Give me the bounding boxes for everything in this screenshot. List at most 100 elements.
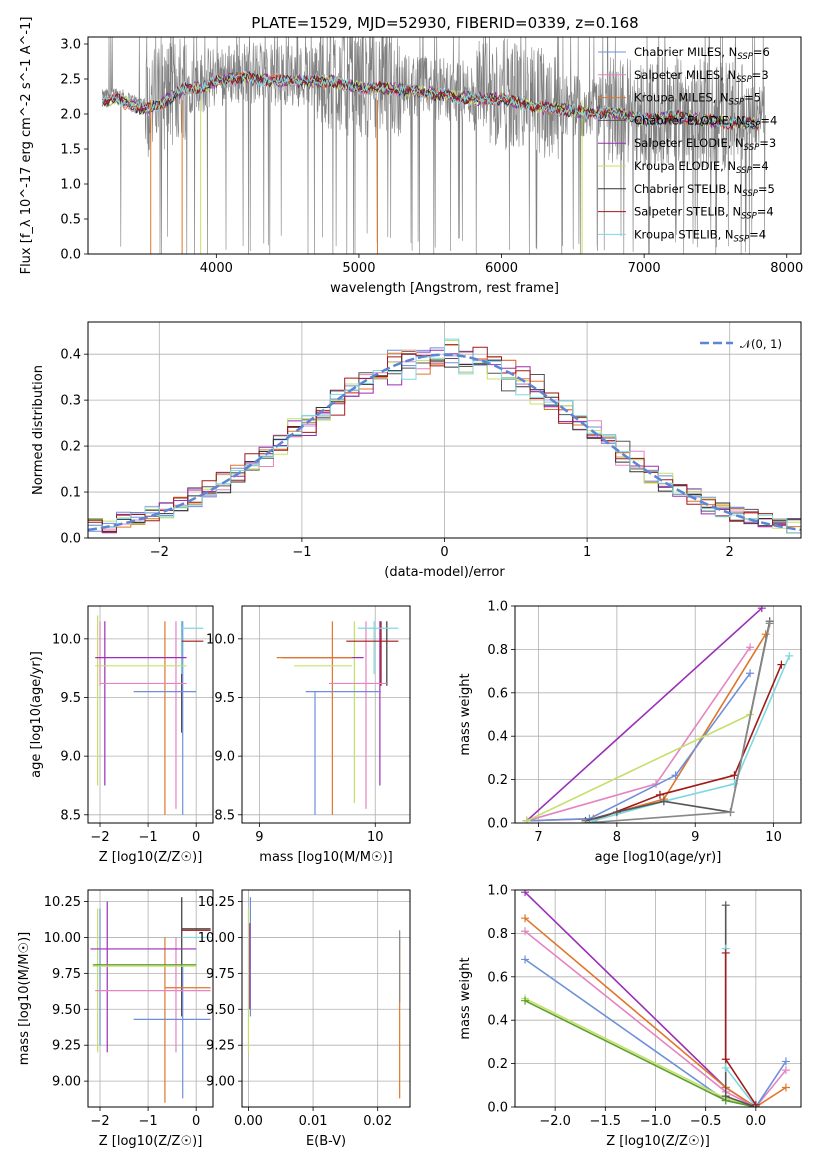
x-tick-label: 2: [726, 545, 734, 560]
x-tick-label: −2.0: [539, 1114, 571, 1129]
x-tick-label: 0.01: [299, 1114, 328, 1129]
legend-subscript: SSP: [734, 234, 750, 244]
x-axis-label: (data-model)/error: [384, 565, 505, 580]
x-tick-label: 8: [613, 830, 621, 845]
spectrum-data-line: [102, 37, 766, 254]
y-tick-label: 8.5: [214, 808, 235, 823]
weight-point-marker: [612, 808, 621, 817]
weight-point-marker: [522, 816, 531, 823]
weight-point-marker: [655, 790, 664, 799]
legend-entry: Kroupa STELIB, NSSP=4: [634, 227, 766, 244]
legend-tail: =5: [758, 182, 775, 196]
axes-frame: [87, 321, 802, 539]
panel-residuals: −2 −1 0 1 2 0.0 0.1 0.2 0.3 0.4 (data-model)/error…: [31, 321, 802, 580]
y-axis-label: mass weight: [458, 957, 473, 1039]
y-tick-label: 10.0: [52, 632, 81, 647]
weight-series-line: [724, 905, 757, 1107]
axes-frame: [87, 605, 214, 824]
y-tick-label: 1.0: [60, 178, 81, 193]
plot-area: [95, 615, 204, 815]
y-tick-label: 0.6: [487, 686, 508, 701]
spectrum-model-line: [101, 71, 759, 131]
x-tick-label: −1: [139, 1114, 158, 1129]
x-tick-label: 7: [534, 830, 542, 845]
x-tick-label: 9: [691, 830, 699, 845]
legend-subscript: SSP: [741, 212, 757, 222]
y-tick-label: 1.0: [487, 884, 508, 899]
axes-frame: [241, 889, 411, 1108]
y-axis-label: Normed distribution: [31, 365, 46, 495]
x-tick-label: 10: [367, 830, 384, 845]
y-tick-label: 9.0: [60, 750, 81, 765]
y-axis-label: Flux [f_λ 10^-17 erg cm^-2 s^-1 A^-1]: [19, 17, 34, 275]
legend-tail: =3: [759, 136, 776, 150]
y-tick-label: 2.5: [60, 73, 81, 88]
plot-area: [276, 621, 399, 815]
x-tick-label: 6000: [485, 261, 518, 276]
plot-area: [522, 606, 794, 823]
y-axis-label: age [log10(age/yr)]: [29, 651, 44, 778]
y-tick-label: 0.0: [487, 1101, 508, 1116]
x-tick-label: 0.0: [745, 1114, 766, 1129]
panel-mass-age: 9 10 8.5 9.0 9.5 10.0 mass [log10(M/M☉)]: [206, 605, 411, 865]
y-tick-label: 9.75: [206, 967, 235, 982]
x-tick-label: 1: [583, 545, 591, 560]
panel-z-weight: −2.0 −1.5 −1.0 −0.5 0.0 0.0 0.2 0.4 0.6 0.8 1.0 Z […: [458, 884, 802, 1149]
plot-area: [90, 897, 211, 1103]
x-tick-label: −1: [139, 830, 158, 845]
y-tick-label: 8.5: [60, 808, 81, 823]
y-tick-label: 0.0: [487, 817, 508, 832]
y-tick-label: 0.1: [60, 486, 81, 501]
y-tick-label: 10.25: [198, 895, 235, 910]
weight-point-marker: [659, 797, 668, 806]
weight-point-marker: [721, 901, 730, 910]
weight-series-line: [585, 623, 771, 823]
y-tick-label: 9.5: [60, 691, 81, 706]
weight-point-marker: [721, 1055, 730, 1064]
y-tick-label: 0.8: [487, 927, 508, 942]
axes-frame: [87, 889, 214, 1108]
weight-point-marker: [730, 771, 739, 780]
weight-point-marker: [746, 669, 755, 678]
y-tick-label: 2.0: [60, 108, 81, 123]
x-tick-label: 8000: [770, 261, 803, 276]
x-axis-label: wavelength [Angstrom, rest frame]: [330, 281, 559, 296]
x-tick-label: 0.00: [234, 1114, 263, 1129]
weight-point-marker: [581, 819, 590, 823]
y-tick-label: 0.2: [487, 1057, 508, 1072]
weight-point-marker: [521, 996, 530, 1005]
legend-tail: =4: [757, 205, 774, 219]
x-tick-label: −0.5: [690, 1114, 722, 1129]
y-tick-label: 0.2: [60, 440, 81, 455]
x-tick-label: 5000: [342, 261, 375, 276]
legend-subscript: SSP: [736, 166, 752, 176]
legend-entry: Salpeter ELODIE, NSSP=3: [634, 136, 776, 153]
weight-series-line: [526, 607, 763, 822]
axes-frame: [87, 36, 802, 255]
y-tick-label: 10.0: [206, 632, 235, 647]
weight-series-line: [524, 891, 757, 1107]
y-tick-label: 9.25: [206, 1039, 235, 1054]
legend-tail: =4: [760, 113, 777, 127]
weight-point-marker: [521, 927, 530, 936]
x-tick-label: −1.0: [640, 1114, 672, 1129]
legend-entry: Chabrier ELODIE, NSSP=4: [634, 113, 777, 130]
x-tick-label: 0.02: [363, 1114, 392, 1129]
weight-point-marker: [785, 651, 794, 660]
weight-point-marker: [726, 808, 735, 817]
y-tick-label: 1.0: [487, 600, 508, 615]
weight-series-line: [593, 655, 790, 822]
y-tick-label: 0.2: [487, 773, 508, 788]
y-tick-label: 9.00: [206, 1075, 235, 1090]
x-axis-label: Z [log10(Z/Z☉)]: [99, 850, 203, 865]
weight-point-marker: [777, 660, 786, 669]
x-axis-label: mass [log10(M/M☉)]: [259, 850, 392, 865]
y-tick-label: 0.4: [487, 730, 508, 745]
y-tick-label: 9.50: [206, 1003, 235, 1018]
weight-point-marker: [671, 771, 680, 780]
y-tick-label: 10.25: [44, 895, 81, 910]
legend-subscript: SSP: [737, 52, 753, 62]
weight-series-line: [526, 672, 751, 822]
x-tick-label: −2: [150, 545, 169, 560]
